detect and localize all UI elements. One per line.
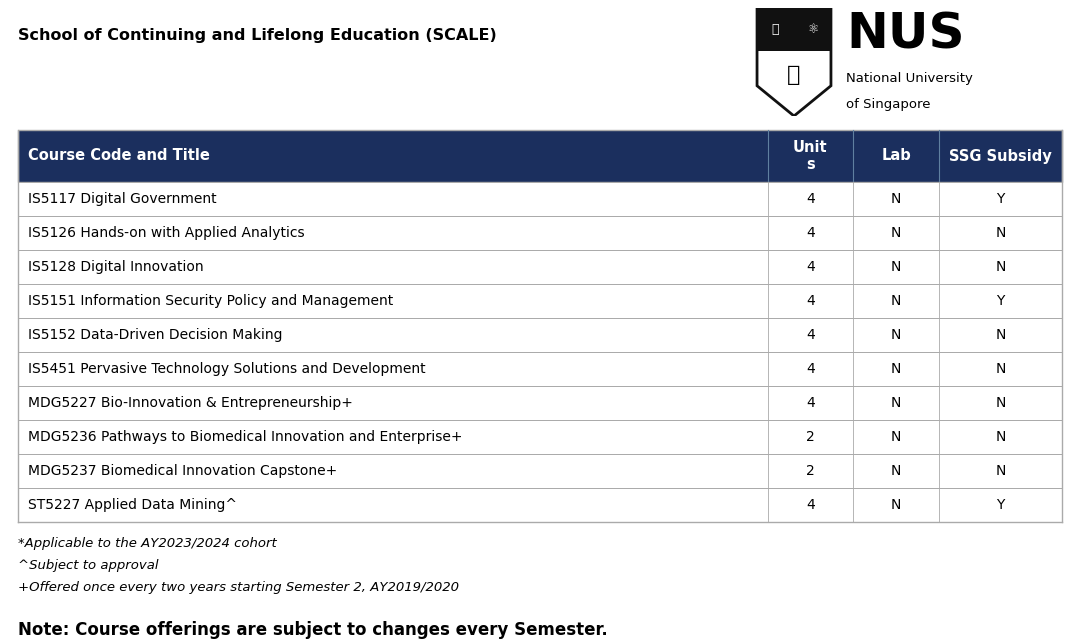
Text: ST5227 Applied Data Mining^: ST5227 Applied Data Mining^ — [28, 498, 237, 512]
Text: N: N — [891, 362, 901, 376]
Text: N: N — [891, 226, 901, 240]
Text: 4: 4 — [806, 192, 814, 206]
Text: Y: Y — [996, 192, 1004, 206]
Text: School of Continuing and Lifelong Education (SCALE): School of Continuing and Lifelong Educat… — [18, 28, 497, 43]
Text: 2: 2 — [806, 464, 814, 478]
Text: N: N — [891, 260, 901, 274]
Text: IS5128 Digital Innovation: IS5128 Digital Innovation — [28, 260, 204, 274]
Polygon shape — [757, 8, 831, 51]
Text: N: N — [891, 498, 901, 512]
Text: N: N — [995, 226, 1005, 240]
Text: N: N — [891, 294, 901, 308]
Text: ⚛: ⚛ — [808, 23, 819, 36]
Text: Y: Y — [996, 498, 1004, 512]
Text: 4: 4 — [806, 498, 814, 512]
Text: IS5117 Digital Government: IS5117 Digital Government — [28, 192, 217, 206]
Text: N: N — [891, 328, 901, 342]
Text: N: N — [891, 396, 901, 410]
Text: Lab: Lab — [881, 149, 910, 163]
Text: IS5151 Information Security Policy and Management: IS5151 Information Security Policy and M… — [28, 294, 393, 308]
Text: Unit
s: Unit s — [793, 140, 827, 172]
Text: 4: 4 — [806, 260, 814, 274]
Text: Y: Y — [996, 294, 1004, 308]
Text: 4: 4 — [806, 328, 814, 342]
Text: MDG5236 Pathways to Biomedical Innovation and Enterprise+: MDG5236 Pathways to Biomedical Innovatio… — [28, 430, 462, 444]
Text: *Applicable to the AY2023/2024 cohort: *Applicable to the AY2023/2024 cohort — [18, 538, 276, 551]
Text: +Offered once every two years starting Semester 2, AY2019/2020: +Offered once every two years starting S… — [18, 581, 459, 594]
Text: N: N — [995, 396, 1005, 410]
Text: IS5451 Pervasive Technology Solutions and Development: IS5451 Pervasive Technology Solutions an… — [28, 362, 426, 376]
Text: N: N — [891, 430, 901, 444]
Text: SSG Subsidy: SSG Subsidy — [949, 149, 1052, 163]
Text: MDG5227 Bio-Innovation & Entrepreneurship+: MDG5227 Bio-Innovation & Entrepreneurshi… — [28, 396, 353, 410]
Text: NUS: NUS — [846, 10, 964, 58]
Text: N: N — [995, 464, 1005, 478]
Text: National University: National University — [846, 72, 973, 85]
Text: Note: Course offerings are subject to changes every Semester.: Note: Course offerings are subject to ch… — [18, 621, 608, 639]
Text: N: N — [995, 362, 1005, 376]
Text: 📖: 📖 — [771, 23, 779, 36]
Text: MDG5237 Biomedical Innovation Capstone+: MDG5237 Biomedical Innovation Capstone+ — [28, 464, 337, 478]
Text: IS5152 Data-Driven Decision Making: IS5152 Data-Driven Decision Making — [28, 328, 283, 342]
Text: IS5126 Hands-on with Applied Analytics: IS5126 Hands-on with Applied Analytics — [28, 226, 305, 240]
Text: N: N — [891, 192, 901, 206]
Polygon shape — [757, 8, 831, 116]
Text: 4: 4 — [806, 226, 814, 240]
Text: N: N — [995, 328, 1005, 342]
Text: 4: 4 — [806, 294, 814, 308]
Text: 2: 2 — [806, 430, 814, 444]
Text: ^Subject to approval: ^Subject to approval — [18, 560, 159, 572]
Text: N: N — [891, 464, 901, 478]
Text: 4: 4 — [806, 362, 814, 376]
Text: 🦁: 🦁 — [787, 65, 800, 85]
Text: of Singapore: of Singapore — [846, 98, 931, 111]
Text: N: N — [995, 260, 1005, 274]
Text: N: N — [995, 430, 1005, 444]
Text: Course Code and Title: Course Code and Title — [28, 149, 210, 163]
Text: 4: 4 — [806, 396, 814, 410]
